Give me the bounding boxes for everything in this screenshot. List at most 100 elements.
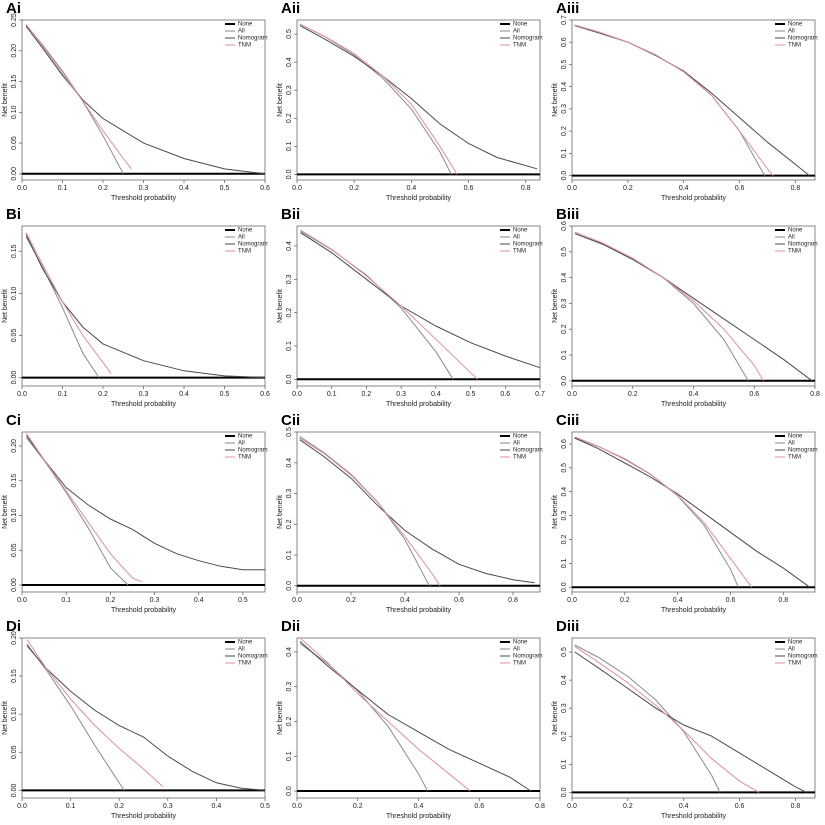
y-tick-label: 0.3 <box>561 298 568 308</box>
plot-frame <box>21 225 266 387</box>
series-line <box>25 433 142 583</box>
y-tick-label: 0.15 <box>11 474 18 488</box>
y-tick-label: 0.1 <box>286 751 293 761</box>
series-line <box>574 437 739 588</box>
series-line <box>574 24 774 176</box>
x-tick-label: 0.6 <box>474 803 484 810</box>
legend-label: Nomogram <box>513 448 543 454</box>
y-tick-label: 0.20 <box>11 439 18 453</box>
panel: Aiii 0.0 0.2 0.4 0.6 0.8 0.0 0.1 0.2 0.3 0.4 0.5 0.6… <box>552 0 818 202</box>
x-tick-label: 0.3 <box>163 803 173 810</box>
series-line <box>25 23 132 170</box>
y-axis-title: Net benefit <box>277 289 284 323</box>
x-tick-label: 0.3 <box>150 597 160 604</box>
plot-frame <box>571 637 816 799</box>
series-line <box>574 24 766 176</box>
y-axis-title: Net benefit <box>277 495 284 529</box>
panel: Cii 0.0 0.2 0.4 0.6 0.8 0.0 0.1 0.2 0.3 0.4 0.5 Thre… <box>277 412 543 614</box>
y-tick-label: 0.4 <box>286 647 293 657</box>
legend-label: Nomogram <box>513 242 543 248</box>
y-tick-label: 0.0 <box>286 581 293 591</box>
series-line <box>25 435 265 571</box>
y-tick-label: 0.00 <box>11 371 18 385</box>
y-tick-label: 0.0 <box>286 169 293 179</box>
x-tick-label: 0.4 <box>406 185 416 192</box>
series-line <box>574 644 721 793</box>
legend-label: TNM <box>513 455 526 461</box>
x-tick-label: 0.4 <box>679 803 689 810</box>
legend-label: All <box>238 441 245 447</box>
x-tick-label: 0.4 <box>673 597 683 604</box>
legend-label: TNM <box>788 661 801 667</box>
x-tick-label: 0.1 <box>61 597 71 604</box>
y-tick-label: 0.1 <box>561 759 568 769</box>
x-tick-label: 0.6 <box>454 597 464 604</box>
x-tick-label: 0.2 <box>628 391 638 398</box>
x-tick-label: 0.5 <box>260 803 270 810</box>
x-tick-label: 0.0 <box>17 597 27 604</box>
x-tick-label: 0.0 <box>17 803 27 810</box>
series-line <box>26 639 164 787</box>
panel-label: Aii <box>281 0 300 17</box>
y-tick-label: 0.5 <box>286 29 293 39</box>
panel-label: Di <box>6 618 21 635</box>
x-tick-label: 0.6 <box>735 803 745 810</box>
series-line <box>26 437 129 586</box>
y-tick-label: 0.0 <box>286 374 293 384</box>
x-tick-label: 0.6 <box>749 391 759 398</box>
y-tick-label: 0.3 <box>561 703 568 713</box>
legend-label: Nomogram <box>788 36 818 42</box>
panel-label: Aiii <box>556 0 579 17</box>
series-line <box>299 436 430 587</box>
series-line <box>26 643 125 791</box>
series-line <box>299 23 452 175</box>
x-tick-label: 0.3 <box>396 391 406 398</box>
y-tick-label: 0.7 <box>561 15 568 25</box>
x-tick-label: 0.0 <box>17 391 27 398</box>
x-tick-label: 0.4 <box>689 391 699 398</box>
y-tick-label: 0.05 <box>11 745 18 759</box>
legend-label: TNM <box>513 661 526 667</box>
series-line <box>574 645 760 793</box>
plot-frame <box>571 431 816 593</box>
legend-label: TNM <box>513 43 526 49</box>
y-tick-label: 0.5 <box>561 247 568 257</box>
y-tick-label: 0.2 <box>286 113 293 123</box>
legend-label: Nomogram <box>513 36 543 42</box>
legend-label: All <box>238 235 245 241</box>
y-tick-label: 0.4 <box>561 273 568 283</box>
y-tick-label: 0.3 <box>286 682 293 692</box>
y-tick-label: 0.3 <box>561 104 568 114</box>
series-line <box>25 232 112 374</box>
series-line <box>574 25 810 176</box>
panel: Bi 0.0 0.1 0.2 0.3 0.4 0.5 0.6 0.00 0.05 0.10 0.15 T… <box>2 206 270 408</box>
series-line <box>574 231 749 382</box>
x-tick-label: 0.1 <box>58 185 68 192</box>
y-axis-title: Net benefit <box>2 289 9 323</box>
legend-label: TNM <box>238 661 251 667</box>
x-axis-title: Threshold probability <box>661 607 726 614</box>
x-tick-label: 0.8 <box>791 803 801 810</box>
series-line <box>574 232 764 382</box>
x-axis-title: Threshold probability <box>386 195 451 202</box>
x-tick-label: 0.6 <box>500 391 510 398</box>
panel-label: Ai <box>6 0 21 17</box>
x-tick-label: 0.8 <box>778 597 788 604</box>
panel-label: Diii <box>556 618 579 635</box>
x-axis-title: Threshold probability <box>386 607 451 614</box>
legend-label: Nomogram <box>788 448 818 454</box>
y-tick-label: 0.4 <box>286 57 293 67</box>
y-tick-label: 0.4 <box>561 487 568 497</box>
y-tick-label: 0.2 <box>286 717 293 727</box>
y-tick-label: 0.1 <box>286 550 293 560</box>
y-axis-title: Net benefit <box>2 701 9 735</box>
plot-frame <box>571 19 816 181</box>
y-tick-label: 0.2 <box>561 534 568 544</box>
y-tick-label: 0.5 <box>561 463 568 473</box>
y-tick-label: 0.4 <box>286 458 293 468</box>
x-tick-label: 0.0 <box>292 597 302 604</box>
y-tick-label: 0.10 <box>11 509 18 523</box>
y-tick-label: 0.0 <box>561 171 568 181</box>
y-tick-label: 0.3 <box>286 489 293 499</box>
